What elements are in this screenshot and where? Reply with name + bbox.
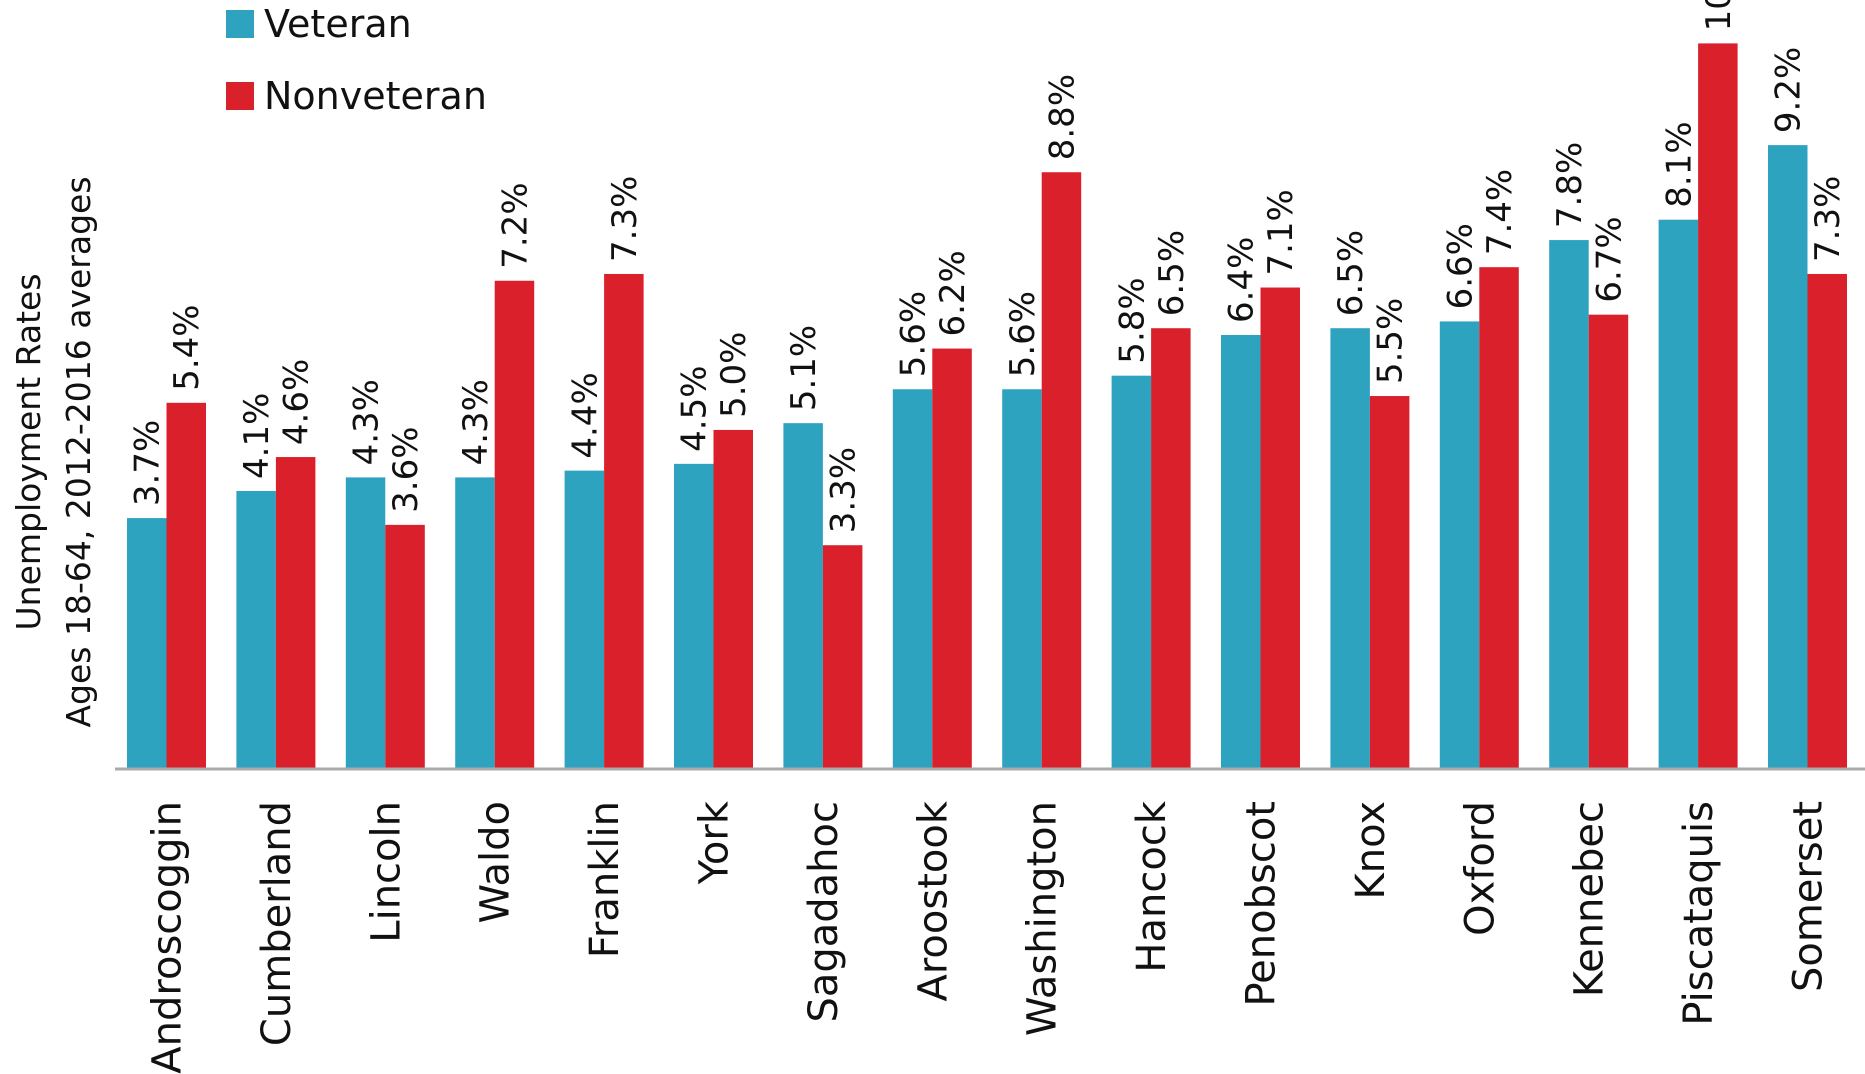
data-label: 9.2% xyxy=(1769,47,1809,133)
data-label: 7.3% xyxy=(605,176,645,262)
data-label: 4.4% xyxy=(565,372,605,458)
bar xyxy=(1151,328,1191,769)
data-label: 7.3% xyxy=(1808,176,1848,262)
x-tick-label: York xyxy=(692,800,738,885)
bar xyxy=(1807,273,1847,769)
legend-label: Veteran xyxy=(264,2,412,46)
data-label: 3.6% xyxy=(386,426,426,512)
bar xyxy=(1658,219,1699,769)
bar xyxy=(1041,172,1082,770)
bar xyxy=(604,273,644,769)
x-tick-label: Waldo xyxy=(473,801,519,923)
x-tick-label: Aroostook xyxy=(910,800,956,1001)
data-label: 5.4% xyxy=(167,304,207,390)
bar xyxy=(385,524,425,769)
y-axis-title: Ages 18-64, 2012-2016 averages xyxy=(59,176,98,727)
data-label: 5.8% xyxy=(1112,277,1152,363)
data-label: 4.5% xyxy=(675,365,715,451)
bar xyxy=(1111,375,1152,769)
data-label: 4.3% xyxy=(347,379,387,465)
bar xyxy=(275,457,316,769)
x-tick-label: Knox xyxy=(1348,801,1394,900)
bar xyxy=(1549,240,1589,769)
bar xyxy=(1588,314,1629,769)
data-label: 4.3% xyxy=(456,379,496,465)
data-label: 5.5% xyxy=(1371,298,1411,384)
data-label: 5.6% xyxy=(894,291,934,377)
data-label: 7.4% xyxy=(1480,169,1520,255)
x-tick-label: Oxford xyxy=(1457,801,1503,936)
bar xyxy=(674,463,714,769)
data-label: 5.1% xyxy=(784,325,824,411)
data-label: 6.2% xyxy=(933,250,973,336)
x-tick-label: Sagadahoc xyxy=(801,801,847,1023)
bar xyxy=(127,518,167,769)
bar xyxy=(1330,328,1370,769)
data-label: 10.7% xyxy=(1699,0,1739,31)
x-tick-label: Somerset xyxy=(1786,801,1832,992)
x-tick-label: Kennebec xyxy=(1567,801,1613,997)
bar xyxy=(1260,287,1300,769)
data-label: 7.2% xyxy=(495,182,535,268)
bar xyxy=(236,490,276,769)
bar xyxy=(1768,145,1808,769)
x-tick-label: Penobscot xyxy=(1239,801,1285,1007)
data-label: 6.5% xyxy=(1331,230,1371,316)
y-axis-title: Unemployment Rates xyxy=(9,273,48,630)
legend-label: Nonveteran xyxy=(264,74,487,118)
data-label: 6.4% xyxy=(1222,237,1262,323)
bar xyxy=(455,477,495,769)
x-tick-label: Hancock xyxy=(1129,800,1175,972)
data-label: 7.8% xyxy=(1550,142,1590,228)
data-label: 7.1% xyxy=(1261,189,1301,275)
bar xyxy=(494,280,535,769)
x-tick-label: Washington xyxy=(1020,801,1066,1036)
bar xyxy=(345,477,386,769)
x-tick-label: Piscataquis xyxy=(1676,801,1722,1026)
data-label: 5.6% xyxy=(1003,291,1043,377)
data-label: 8.1% xyxy=(1659,121,1699,207)
data-label: 6.7% xyxy=(1589,216,1629,302)
bar xyxy=(822,545,863,769)
x-tick-label: Cumberland xyxy=(254,801,300,1046)
bar xyxy=(892,389,933,769)
bar xyxy=(932,348,972,769)
bar xyxy=(1479,267,1519,769)
data-label: 3.7% xyxy=(128,420,168,506)
x-tick-label: Lincoln xyxy=(363,801,409,943)
bar xyxy=(1369,396,1410,769)
bar xyxy=(1698,43,1738,770)
bar xyxy=(1439,321,1480,769)
bar xyxy=(1221,334,1261,769)
bar xyxy=(713,429,753,769)
bar xyxy=(166,402,206,769)
x-tick-label: Franklin xyxy=(582,801,628,958)
legend-swatch xyxy=(226,10,254,38)
bar xyxy=(1002,389,1042,769)
data-label: 8.8% xyxy=(1042,74,1082,160)
bar xyxy=(783,423,823,769)
x-tick-label: Androscoggin xyxy=(145,801,191,1074)
data-label: 6.5% xyxy=(1152,230,1192,316)
bar xyxy=(564,470,605,769)
data-label: 4.6% xyxy=(277,359,317,445)
legend-swatch xyxy=(226,82,254,110)
data-label: 4.1% xyxy=(237,393,277,479)
data-label: 6.6% xyxy=(1441,223,1481,309)
data-label: 5.0% xyxy=(714,332,754,418)
data-label: 3.3% xyxy=(824,447,864,533)
